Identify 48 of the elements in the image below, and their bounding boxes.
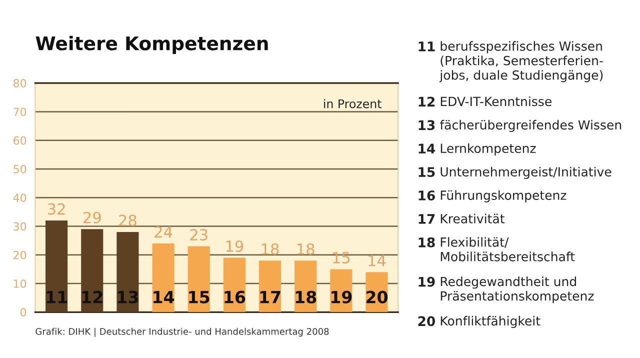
text: 11 berufsspezifisches Wissen (Praktika, Semesterferien- jobs, duale Studiengänge) xyxy=(418,41,603,82)
text: Grafik: DIHK | Deutscher Industrie- und Handelskammertag 2008 xyxy=(36,328,329,337)
x-tick-label: 19 xyxy=(331,290,352,304)
x-tick-label: 20 xyxy=(366,290,388,304)
y-tick-label: 80 xyxy=(13,79,26,88)
y-tick-label: 50 xyxy=(14,164,26,174)
text: 18 Flexibilität/ Mobilitätsbereitschaft xyxy=(418,237,575,262)
text: 15 Unternehmergeist/Initiative xyxy=(418,166,612,179)
y-tick-label: 30 xyxy=(14,222,26,231)
text: 13 fächerübergreifendes Wissen xyxy=(418,120,622,132)
text: 20 Konfliktfähigkeit xyxy=(418,316,540,328)
annotation: in Prozent xyxy=(324,99,382,108)
text: 16 Führungskompetenz xyxy=(418,190,566,202)
bar xyxy=(258,260,282,312)
data-label: 24 xyxy=(154,226,172,238)
data-label: 32 xyxy=(48,203,65,215)
data-label: 28 xyxy=(119,214,136,226)
x-tick-label: 11 xyxy=(46,291,67,304)
y-tick-label: 10 xyxy=(14,280,26,288)
data-label: 29 xyxy=(84,212,101,224)
x-tick-label: 18 xyxy=(296,290,316,304)
y-tick-label: 60 xyxy=(14,136,26,145)
x-tick-label: 13 xyxy=(118,290,138,304)
y-tick-label: 40 xyxy=(13,194,26,202)
data-label: 19 xyxy=(226,240,244,252)
chart-title: Weitere Kompetenzen xyxy=(36,36,268,54)
x-tick-label: 15 xyxy=(189,291,210,304)
data-label: 15 xyxy=(333,252,350,264)
data-label: 18 xyxy=(298,243,314,255)
text: 19 Redegewandtheit und Präsentationskompetenz xyxy=(418,276,594,304)
text: 12 EDV-IT-Kenntnisse xyxy=(418,96,552,107)
data-label: 23 xyxy=(190,229,208,241)
text: 14 Lernkompetenz xyxy=(418,143,536,156)
y-tick-label: 0 xyxy=(20,308,26,317)
bar xyxy=(46,220,68,312)
data-label: 14 xyxy=(368,254,386,266)
x-tick-label: 14 xyxy=(154,291,174,304)
x-tick-label: 17 xyxy=(260,291,280,304)
bar xyxy=(81,229,104,312)
x-tick-label: 16 xyxy=(224,290,246,304)
bar xyxy=(152,243,174,312)
text: 17 Kreativität xyxy=(418,214,504,224)
y-tick-label: 70 xyxy=(14,108,26,116)
x-tick-label: 12 xyxy=(82,290,102,304)
bar xyxy=(116,232,139,312)
y-tick-label: 20 xyxy=(14,250,26,260)
bar xyxy=(188,246,210,312)
data-label: 18 xyxy=(262,243,279,255)
